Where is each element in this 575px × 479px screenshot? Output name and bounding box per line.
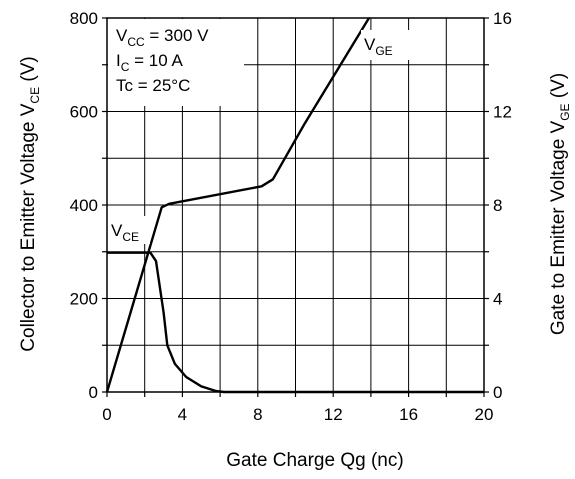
- series-lines: [105, 17, 484, 394]
- x-axis-title: Gate Charge Qg (nc): [226, 450, 403, 471]
- series-label-ce: VCE: [111, 221, 139, 244]
- condition-sub: CC: [127, 35, 145, 49]
- conditions-box: VCC = 300 VIC = 10 ATc = 25°C: [108, 19, 244, 106]
- condition-line: IC = 10 A: [116, 51, 183, 74]
- series-label-sub: CE: [122, 230, 139, 244]
- right-y-axis-title-main: Gate to Emitter Voltage V: [548, 120, 569, 335]
- series-line-ce: [107, 251, 484, 394]
- right-y-axis-title: Gate to Emitter Voltage VGE (V): [548, 73, 572, 335]
- x-tick-label: 16: [399, 405, 418, 424]
- series-label-main: V: [364, 35, 376, 54]
- x-tick-label: 8: [253, 405, 262, 424]
- left-y-tick-label: 600: [70, 103, 98, 122]
- x-tick-label: 0: [102, 405, 111, 424]
- condition-sub: C: [121, 60, 130, 74]
- grid-lines: [107, 18, 484, 392]
- left-y-axis-title-unit: (V): [18, 56, 39, 87]
- right-y-tick-label: 4: [493, 290, 502, 309]
- left-y-tick-label: 200: [70, 290, 98, 309]
- condition-main: Tc = 25°C: [116, 76, 190, 95]
- condition-rest: = 10 A: [129, 51, 183, 70]
- right-y-tick-label: 8: [493, 196, 502, 215]
- left-y-tick-label: 0: [89, 383, 98, 402]
- series-label-ge: VGE: [364, 35, 393, 58]
- right-y-axis-title-sub: GE: [558, 103, 572, 120]
- series-label-main: V: [111, 221, 123, 240]
- left-y-axis-title-sub: CE: [28, 87, 42, 104]
- right-y-axis-title-unit: (V): [548, 73, 569, 104]
- series-line-ge: [105, 17, 371, 393]
- right-y-tick-label: 0: [493, 383, 502, 402]
- series-label-background: [361, 30, 417, 60]
- right-y-tick-label: 16: [493, 9, 512, 28]
- condition-main: V: [116, 26, 128, 45]
- condition-line: VCC = 300 V: [116, 26, 209, 49]
- condition-line: Tc = 25°C: [116, 76, 190, 95]
- conditions-box-background: [108, 19, 244, 106]
- condition-rest: = 300 V: [145, 26, 209, 45]
- series-label-background: [108, 216, 150, 244]
- left-y-tick-label: 400: [70, 196, 98, 215]
- left-y-tick-label: 800: [70, 9, 98, 28]
- x-tick-label: 20: [475, 405, 494, 424]
- left-y-axis-title-main: Collector to Emitter Voltage V: [18, 103, 39, 351]
- x-tick-label: 4: [178, 405, 187, 424]
- series-label-sub: GE: [375, 44, 392, 58]
- right-y-tick-label: 12: [493, 103, 512, 122]
- left-y-axis-title: Collector to Emitter Voltage VCE (V): [18, 56, 42, 351]
- x-tick-label: 12: [324, 405, 343, 424]
- condition-main: I: [116, 51, 121, 70]
